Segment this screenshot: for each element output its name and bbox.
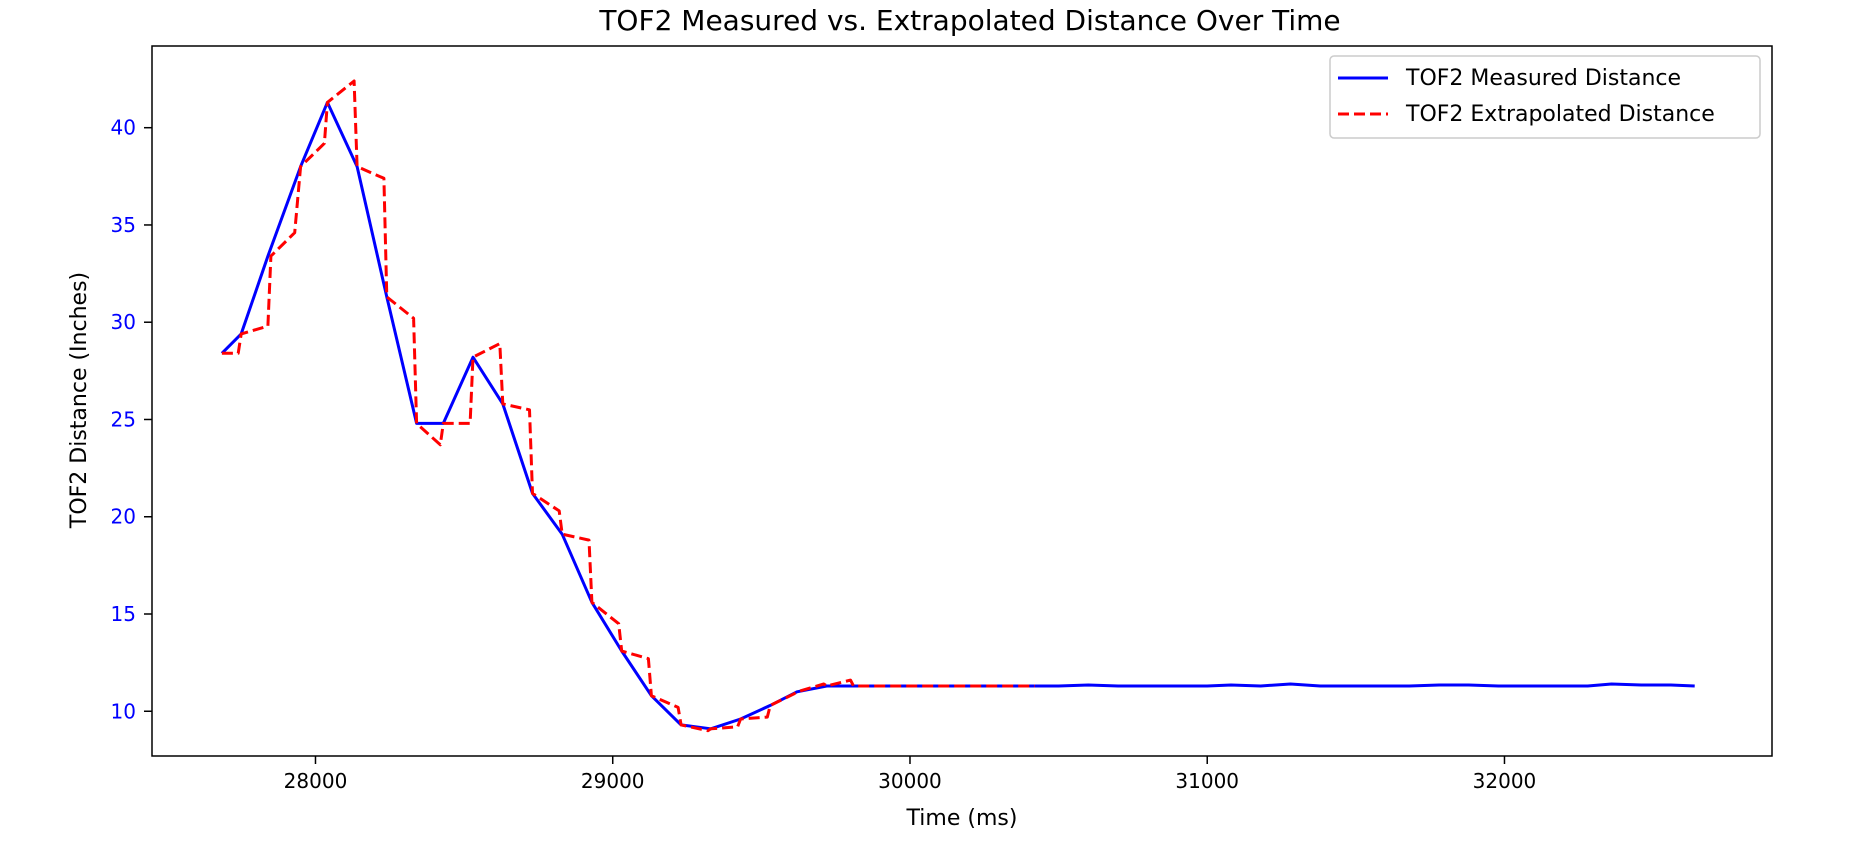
- legend-label-extrapolated: TOF2 Extrapolated Distance: [1405, 102, 1715, 127]
- y-axis-label: TOF2 Distance (Inches): [67, 272, 92, 529]
- axis-ticks: 28000 29000 30000 31000 32000 10 15 20 25 30 35 40: [111, 116, 1537, 793]
- legend: TOF2 Measured Distance TOF2 Extrapolated…: [1329, 55, 1761, 139]
- x-tick-label: 30000: [878, 769, 942, 793]
- series-line-measured: [220, 100, 1695, 731]
- x-tick-label: 31000: [1175, 769, 1239, 793]
- y-tick-label: 10: [111, 699, 136, 723]
- y-tick-label: 30: [111, 310, 136, 334]
- series-line-extrapolated: [221, 79, 1035, 733]
- x-axis-label: Time (ms): [906, 806, 1018, 831]
- y-tick-label: 20: [111, 505, 136, 529]
- series-lines: [220, 79, 1695, 733]
- y-tick-label: 40: [111, 116, 136, 140]
- chart-title: TOF2 Measured vs. Extrapolated Distance …: [598, 4, 1340, 37]
- y-tick-label: 25: [111, 407, 136, 431]
- legend-label-measured: TOF2 Measured Distance: [1405, 66, 1681, 91]
- y-tick-label: 35: [111, 213, 136, 237]
- plot-area: [151, 45, 1773, 757]
- y-tick-label: 15: [111, 602, 136, 626]
- x-tick-label: 28000: [284, 769, 348, 793]
- legend-box: [1329, 55, 1761, 139]
- x-tick-label: 29000: [581, 769, 645, 793]
- x-tick-label: 32000: [1473, 769, 1537, 793]
